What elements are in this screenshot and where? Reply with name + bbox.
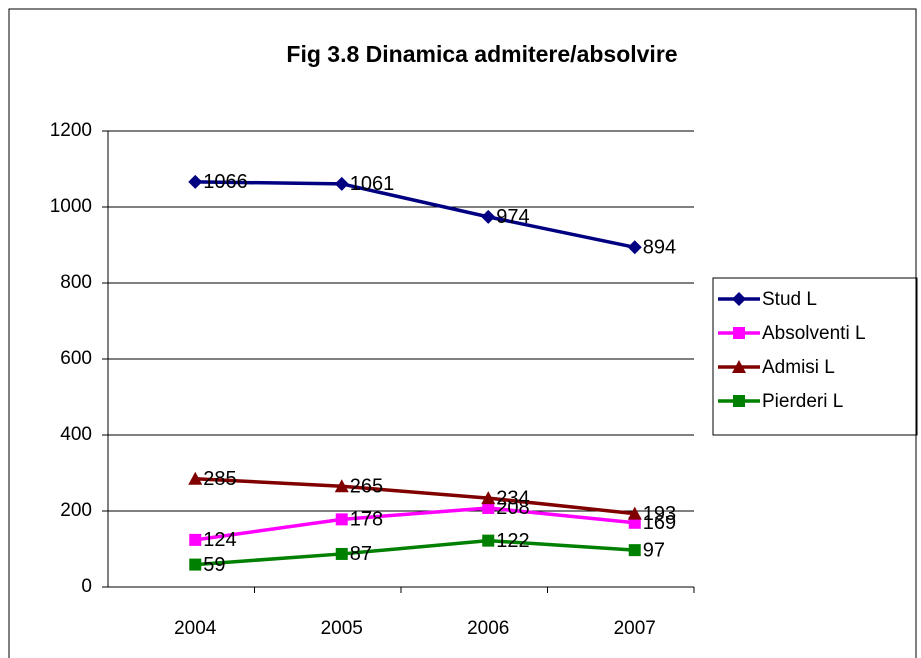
legend	[712, 277, 918, 436]
data-label: 974	[496, 206, 529, 228]
y-tick-label: 600	[60, 348, 92, 369]
marker	[188, 174, 203, 189]
marker	[334, 479, 349, 493]
data-label: 97	[643, 539, 665, 561]
marker	[334, 176, 349, 191]
marker	[481, 491, 496, 505]
marker	[188, 471, 203, 485]
y-tick-label: 800	[60, 272, 92, 293]
legend-label: Absolventi L	[762, 323, 866, 344]
x-tick-label: 2007	[614, 618, 656, 639]
data-label: 178	[350, 509, 383, 531]
data-label: 193	[643, 503, 676, 525]
legend-label: Pierderi L	[762, 391, 843, 412]
data-label: 87	[350, 543, 372, 565]
y-tick-label: 400	[60, 424, 92, 445]
marker	[482, 534, 495, 547]
marker	[189, 533, 202, 546]
marker	[732, 292, 746, 306]
data-label: 59	[203, 554, 225, 576]
marker	[733, 327, 745, 339]
marker	[481, 209, 496, 224]
marker	[482, 501, 495, 514]
x-tick-label: 2006	[467, 618, 509, 639]
data-label: 169	[643, 512, 676, 534]
data-label: 234	[496, 487, 529, 509]
data-label: 285	[203, 468, 236, 490]
marker	[189, 558, 202, 571]
legend-label: Admisi L	[762, 357, 835, 378]
marker	[628, 516, 641, 529]
series-line	[195, 180, 636, 249]
x-tick-label: 2005	[321, 618, 363, 639]
marker	[335, 547, 348, 560]
series-line	[195, 538, 635, 567]
chart-frame	[8, 8, 917, 658]
data-label: 894	[643, 237, 676, 259]
y-tick-label: 1200	[50, 120, 92, 141]
chart-title: Fig 3.8 Dinamica admitere/absolvire	[286, 41, 677, 67]
marker	[628, 544, 641, 557]
series-line	[195, 506, 635, 542]
data-label: 1061	[350, 173, 395, 195]
data-label: 265	[350, 476, 383, 498]
marker	[627, 506, 642, 520]
marker	[627, 240, 642, 255]
data-label: 1066	[203, 171, 248, 193]
x-tick-label: 2004	[174, 618, 217, 639]
y-tick-label: 0	[81, 576, 92, 597]
series-line	[195, 476, 635, 516]
marker	[732, 360, 746, 373]
data-label: 124	[203, 529, 236, 551]
marker	[335, 513, 348, 526]
legend-label: Stud L	[762, 289, 817, 310]
y-tick-label: 1000	[50, 196, 92, 217]
data-label: 122	[496, 530, 529, 552]
y-tick-label: 200	[60, 500, 92, 521]
marker	[733, 395, 745, 407]
